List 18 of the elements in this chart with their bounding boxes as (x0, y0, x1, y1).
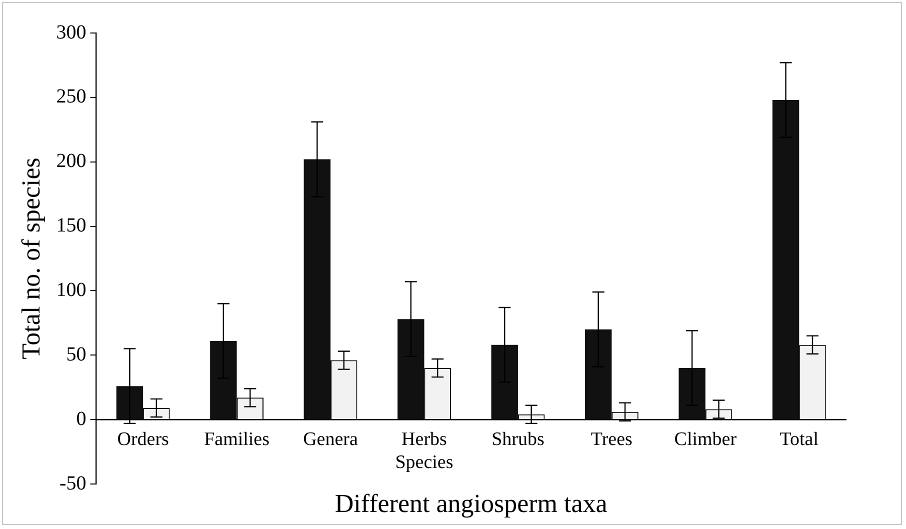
x-tick-label: Climber (674, 428, 738, 450)
x-tick-label: Shrubs (492, 428, 544, 450)
y-tick-label: 150 (56, 214, 86, 237)
x-axis-title: Different angiosperm taxa (334, 488, 608, 518)
y-tick-label: 300 (56, 21, 86, 44)
y-tick-label: 200 (56, 150, 86, 172)
y-tick-label: 0 (76, 408, 86, 430)
x-tick-label: Families (204, 428, 270, 450)
x-tick-label: Orders (117, 428, 169, 450)
y-tick-label: 100 (56, 278, 86, 301)
x-tick-label: Trees (590, 428, 632, 450)
y-axis-title: Total no. of species (16, 158, 46, 360)
x-tick-label: Total (780, 428, 819, 450)
y-tick-label: 250 (56, 86, 86, 108)
x-tick-label: Herbs Species (395, 428, 454, 473)
y-tick-label: -50 (60, 472, 86, 494)
x-tick-label: Genera (303, 428, 358, 450)
y-tick-label: 50 (66, 343, 86, 366)
